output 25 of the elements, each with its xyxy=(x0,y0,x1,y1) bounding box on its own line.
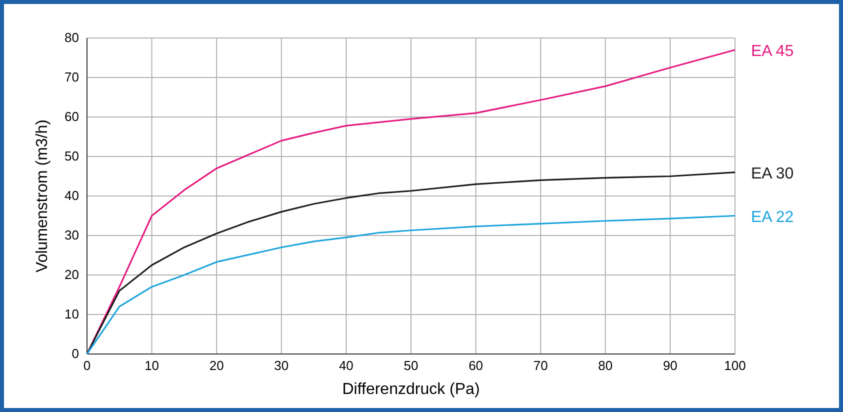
x-tick-label: 20 xyxy=(209,358,224,373)
x-tick-label: 70 xyxy=(533,358,548,373)
x-tick-label: 40 xyxy=(338,358,354,373)
x-tick-label: 50 xyxy=(404,358,418,373)
x-tick-label: 90 xyxy=(662,358,678,373)
y-tick-label: 50 xyxy=(64,148,79,164)
y-tick-label: 60 xyxy=(64,109,79,124)
y-axis-title: Volumenstrom (m3/h) xyxy=(34,120,51,272)
series-label: EA 22 xyxy=(751,208,794,226)
x-tick-label: 10 xyxy=(144,358,160,373)
y-tick-label: 10 xyxy=(64,306,79,322)
x-tick-label: 80 xyxy=(598,358,613,373)
y-tick-label: 40 xyxy=(64,188,79,203)
series-label: EA 30 xyxy=(751,165,794,182)
y-tick-label: 20 xyxy=(64,267,79,282)
y-tick-label: 30 xyxy=(64,228,79,242)
x-axis-title: Differenzdruck (Pa) xyxy=(342,381,480,398)
x-tick-label: 0 xyxy=(83,358,91,373)
y-tick-label: 80 xyxy=(64,30,79,45)
series-label: EA 45 xyxy=(751,42,794,60)
y-tick-label: 0 xyxy=(72,346,79,361)
y-tick-label: 70 xyxy=(64,70,79,84)
x-tick-label: 100 xyxy=(724,358,746,373)
x-tick-label: 30 xyxy=(274,358,289,373)
x-tick-label: 60 xyxy=(468,358,484,373)
